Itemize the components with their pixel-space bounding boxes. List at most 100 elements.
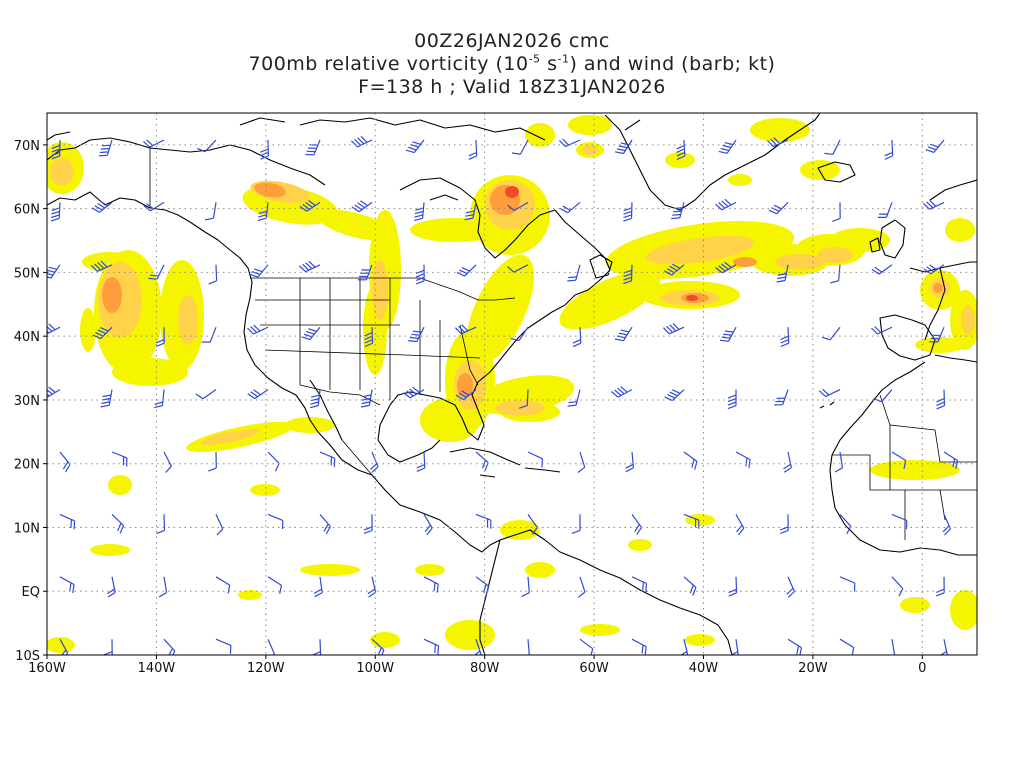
wind-barb: [215, 514, 224, 536]
wind-barb: [929, 326, 945, 343]
wind-barb: [787, 638, 803, 655]
wind-barb: [567, 389, 581, 407]
lat-label: 10N: [14, 521, 40, 536]
political-boundaries: [149, 148, 977, 540]
wind-barb: [111, 451, 128, 467]
wind-barb: [623, 202, 633, 222]
wind-barb: [507, 201, 529, 212]
wind-barb: [196, 139, 217, 153]
coastlines: [47, 113, 977, 655]
wind-barb: [468, 139, 478, 160]
wind-barb: [455, 389, 477, 401]
wind-barb: [59, 513, 76, 530]
lat-label: 10S: [15, 649, 40, 664]
wind-barb: [831, 202, 841, 223]
wind-barb: [267, 451, 280, 472]
wind-barb: [154, 389, 165, 409]
wind-barb: [676, 139, 686, 160]
wind-barb: [683, 451, 698, 470]
wind-barb: [260, 139, 269, 160]
wind-barb: [299, 200, 321, 212]
wind-barb: [727, 389, 737, 410]
wind-barb: [925, 139, 945, 153]
lat-label: EQ: [22, 585, 40, 600]
wind-barb: [631, 576, 648, 593]
wind-barb: [155, 327, 165, 347]
wind-barb: [475, 513, 492, 529]
wind-barb: [834, 451, 844, 473]
lat-label: 60N: [14, 203, 40, 218]
wind-barb: [631, 638, 647, 655]
wind-barb: [730, 639, 739, 655]
wind-barb: [510, 326, 529, 342]
wind-barb: [579, 638, 594, 655]
wind-barb: [47, 264, 61, 279]
vorticity-shading: [47, 115, 977, 653]
wind-barb: [247, 389, 269, 400]
wind-barb: [313, 576, 323, 598]
lon-label: 20W: [798, 661, 828, 676]
wind-barb: [59, 451, 71, 473]
wind-barb: [830, 264, 841, 284]
wind-barb: [201, 326, 217, 343]
wind-barb: [891, 513, 908, 530]
wind-barb: [783, 451, 792, 473]
lat-label: 50N: [14, 266, 40, 281]
wind-barb: [527, 639, 530, 655]
wind-barb: [891, 576, 904, 597]
lon-label: 80W: [470, 661, 500, 676]
wind-barb: [215, 576, 231, 594]
wind-barb: [663, 263, 685, 276]
wind-barb: [943, 451, 959, 470]
wind-barb: [257, 202, 269, 221]
lat-label: 30N: [14, 394, 40, 409]
wind-barb: [103, 639, 113, 655]
wind-barb: [614, 326, 633, 342]
wind-barb: [719, 326, 737, 342]
wind-barb: [215, 638, 232, 654]
wind-barb: [766, 137, 789, 148]
wind-barb: [839, 576, 856, 592]
wind-barb: [249, 264, 269, 278]
lat-label: 70N: [14, 139, 40, 154]
wind-barb: [156, 514, 166, 535]
wind-barb: [871, 264, 893, 275]
wind-barb: [839, 513, 852, 535]
wind-barb: [715, 261, 737, 274]
wind-barb: [246, 324, 269, 335]
wind-barb: [464, 202, 477, 221]
wind-barb: [47, 323, 61, 335]
wind-barb: [403, 386, 425, 399]
lon-label: 140W: [138, 661, 176, 676]
wind-barbs: [47, 135, 959, 655]
wind-barb: [671, 202, 685, 220]
wind-barb: [891, 451, 907, 469]
wind-barb: [305, 139, 321, 156]
wind-barb: [91, 200, 113, 213]
wind-barb: [923, 264, 945, 275]
graticule: [47, 113, 977, 655]
wind-barb: [107, 576, 116, 598]
wind-barb: [935, 576, 945, 597]
wind-barb: [891, 639, 896, 655]
wind-barb: [715, 198, 737, 211]
wind-barb: [735, 514, 745, 536]
wind-barb: [309, 389, 321, 409]
wind-barb: [474, 639, 482, 655]
wind-barb: [475, 451, 489, 471]
wind-barb: [59, 576, 75, 593]
wind-barb: [98, 139, 113, 157]
wind-barb: [577, 451, 586, 473]
wind-barb: [680, 639, 689, 655]
wind-barb: [623, 264, 633, 285]
wind-barb: [47, 386, 61, 399]
wind-barb: [208, 264, 218, 285]
wind-barb: [92, 326, 113, 340]
wind-barb: [662, 322, 685, 335]
wind-barb: [839, 638, 855, 655]
wind-barb: [735, 451, 751, 469]
lon-label: 160W: [28, 661, 66, 676]
wind-barb: [208, 451, 217, 472]
wind-barb: [163, 451, 172, 473]
